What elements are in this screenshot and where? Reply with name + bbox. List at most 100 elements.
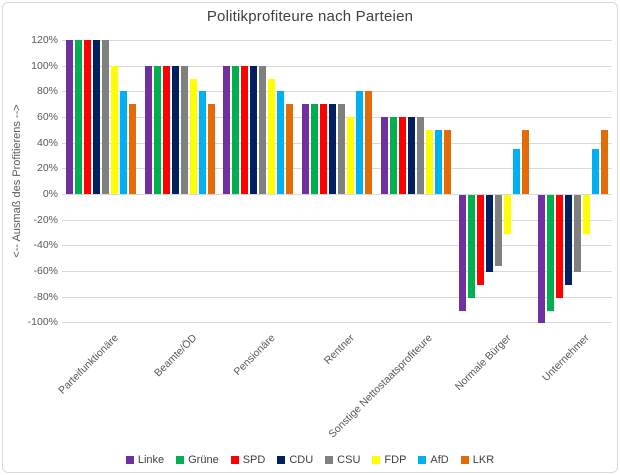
bar-LKR-4 [365,91,372,194]
bar-LKR-2 [207,104,215,194]
bar-AfD-7 [591,149,599,194]
bar-FDP-7 [582,195,590,234]
bar-SPD-2 [162,65,170,194]
x-category-label: Beamte/ÖD [152,332,200,380]
x-category-label: Unternehmer [540,332,593,384]
legend-label: Linke [137,454,165,466]
gridline [62,117,612,118]
gridline [62,322,612,324]
y-tick-label: 120% [31,34,58,46]
legend-item-Linke: Linke [125,454,165,466]
bar-Linke-3 [223,65,231,194]
bar-CSU-1 [102,40,110,194]
bar-AfD-5 [434,129,442,194]
bar-SPD-3 [241,65,249,194]
gridline [62,245,612,247]
gridline [62,142,612,144]
bar-Grüne-6 [468,195,476,298]
y-tick-label: 20% [36,162,58,175]
legend-item-Grüne: Grüne [176,454,219,466]
x-category-label: Normale Bürger [452,332,514,393]
legend-swatch [325,456,334,464]
bar-Linke-5 [380,117,388,194]
legend-swatch [418,456,427,464]
y-tick-label: -20% [33,213,58,226]
legend-swatch [176,456,185,464]
bar-SPD-7 [555,195,563,298]
bar-CSU-2 [180,65,188,194]
y-tick-label: -100% [27,316,58,329]
bar-CSU-7 [573,195,581,272]
bar-Grüne-2 [153,65,161,194]
bar-Grüne-7 [546,195,554,311]
legend-label: CSU [337,454,361,466]
bar-FDP-4 [347,117,354,194]
bar-CDU-2 [171,65,179,194]
y-tick-label: -80% [33,290,58,303]
x-category-label: Parteifunktionäre [56,332,121,397]
legend-label: FDP [384,454,407,466]
legend-item-SPD: SPD [230,454,266,466]
y-tick-label: 40% [36,136,58,149]
legend-item-AfD: AfD [418,454,449,466]
legend-label: CDU [289,454,314,466]
bar-Grüne-4 [311,104,318,194]
legend-item-CSU: CSU [325,454,360,466]
bar-SPD-6 [477,195,485,285]
bar-CDU-3 [250,65,258,194]
legend-swatch [125,456,134,464]
bar-Linke-2 [144,65,152,194]
y-tick-label: 60% [36,111,58,123]
y-tick-label: 0% [42,188,58,200]
gridline [62,168,612,170]
bar-CSU-3 [259,65,267,194]
bar-Grüne-1 [75,40,83,194]
bar-CDU-6 [486,195,494,272]
bar-LKR-1 [129,104,137,194]
bar-CSU-5 [416,117,424,194]
legend: Linke Grüne SPD CDU CSU FDP AfD LKR [0,454,620,466]
y-tick-label: -60% [33,265,58,277]
gridline [62,40,612,41]
bar-CDU-5 [407,117,415,194]
x-category-label: Pensionäre [231,332,278,379]
legend-swatch [460,456,469,464]
bar-Linke-1 [66,40,74,194]
bar-FDP-3 [268,78,276,194]
bar-LKR-7 [600,129,608,194]
bar-LKR-6 [522,129,530,194]
bar-AfD-3 [277,91,285,194]
bar-Grüne-3 [232,65,240,194]
x-category-label: Rentner [321,332,357,367]
bar-SPD-1 [84,40,92,194]
bar-SPD-4 [320,104,327,194]
bar-Linke-7 [537,195,545,324]
gridline [62,271,612,272]
legend-label: SPD [242,454,266,466]
bar-Linke-4 [302,104,309,194]
legend-item-CDU: CDU [277,454,313,466]
bar-Linke-6 [459,195,467,311]
legend-item-FDP: FDP [372,454,406,466]
bar-AfD-1 [120,91,128,194]
bar-FDP-1 [111,65,119,194]
gridline [62,91,612,93]
legend-swatch [230,456,239,464]
y-tick-label: 100% [31,59,58,72]
bar-FDP-2 [189,78,197,194]
legend-label: Grüne [188,454,219,466]
bar-AfD-2 [198,91,206,194]
bar-AfD-6 [513,149,521,194]
chart-title: Politikprofiteure nach Parteien [206,8,414,25]
bar-LKR-3 [286,104,294,194]
bar-Grüne-5 [389,117,397,194]
bar-CSU-6 [495,195,503,266]
gridline [62,296,612,298]
legend-label: AfD [430,454,449,466]
bar-FDP-6 [504,195,512,234]
gridline [62,219,612,221]
y-axis-title: <-- Ausmaß des Profitierens --> [11,104,23,258]
bar-CDU-7 [564,195,572,285]
legend-swatch [372,456,381,464]
gridline [62,194,612,195]
